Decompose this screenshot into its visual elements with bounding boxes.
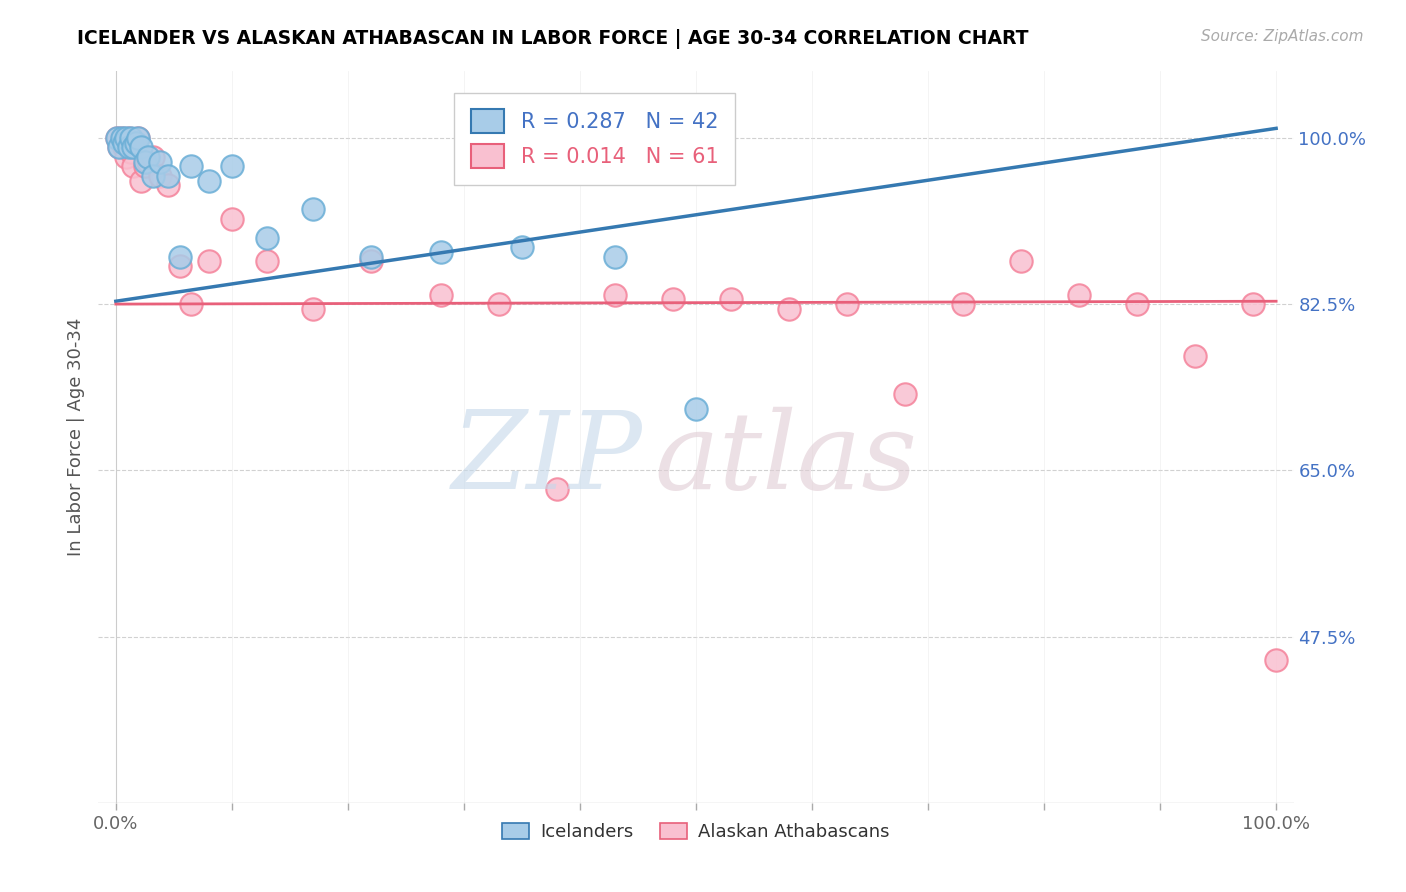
Point — [169, 259, 191, 273]
Point — [720, 293, 742, 307]
Point — [1265, 653, 1288, 667]
Legend: Icelanders, Alaskan Athabascans: Icelanders, Alaskan Athabascans — [495, 816, 897, 848]
Point — [157, 178, 180, 193]
Point — [169, 250, 191, 264]
Text: Source: ZipAtlas.com: Source: ZipAtlas.com — [1201, 29, 1364, 45]
Point — [112, 140, 135, 154]
Point — [429, 287, 451, 301]
Point — [105, 131, 128, 145]
Point — [510, 240, 533, 254]
Point — [603, 287, 626, 301]
Text: atlas: atlas — [654, 407, 917, 512]
Point — [685, 401, 707, 416]
Point — [1126, 297, 1149, 311]
Point — [488, 297, 510, 311]
Y-axis label: In Labor Force | Age 30-34: In Labor Force | Age 30-34 — [66, 318, 84, 557]
Point — [603, 250, 626, 264]
Point — [302, 301, 325, 316]
Point — [1010, 254, 1032, 268]
Point — [180, 297, 202, 311]
Text: ZIP: ZIP — [451, 407, 643, 512]
Point — [131, 140, 153, 154]
Point — [360, 250, 382, 264]
Point — [661, 293, 683, 307]
Point — [429, 244, 451, 259]
Point — [149, 169, 172, 183]
Point — [120, 145, 142, 160]
Point — [124, 140, 146, 154]
Point — [120, 131, 142, 145]
Point — [122, 159, 145, 173]
Point — [108, 140, 131, 154]
Point — [256, 254, 278, 268]
Point — [197, 173, 219, 187]
Point — [115, 150, 138, 164]
Point — [136, 150, 159, 164]
Point — [302, 202, 325, 216]
Point — [197, 254, 219, 268]
Point — [142, 169, 165, 183]
Point — [952, 297, 974, 311]
Text: ICELANDER VS ALASKAN ATHABASCAN IN LABOR FORCE | AGE 30-34 CORRELATION CHART: ICELANDER VS ALASKAN ATHABASCAN IN LABOR… — [77, 29, 1029, 49]
Point — [127, 131, 149, 145]
Point — [221, 159, 243, 173]
Point — [256, 230, 278, 244]
Point — [127, 131, 149, 145]
Point — [108, 140, 131, 154]
Point — [360, 254, 382, 268]
Point — [546, 483, 568, 497]
Point — [124, 136, 146, 150]
Point — [136, 154, 159, 169]
Point — [1067, 287, 1090, 301]
Point — [1241, 297, 1264, 311]
Point — [835, 297, 858, 311]
Point — [221, 211, 243, 226]
Point — [122, 140, 145, 154]
Point — [105, 131, 128, 145]
Point — [1184, 349, 1206, 363]
Point — [157, 169, 180, 183]
Point — [111, 131, 134, 145]
Point — [117, 140, 139, 154]
Point — [111, 131, 134, 145]
Point — [894, 387, 917, 401]
Point — [180, 159, 202, 173]
Point — [149, 154, 172, 169]
Point — [134, 159, 156, 173]
Point — [134, 154, 156, 169]
Point — [112, 136, 135, 150]
Point — [117, 131, 139, 145]
Point — [778, 301, 800, 316]
Point — [142, 150, 165, 164]
Point — [131, 173, 153, 187]
Point — [115, 131, 138, 145]
